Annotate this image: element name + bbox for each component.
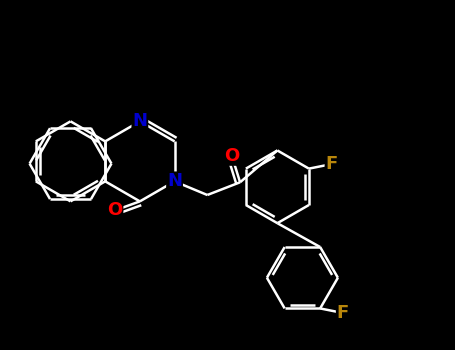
Text: F: F (337, 304, 349, 322)
Text: F: F (325, 155, 338, 173)
Text: O: O (224, 147, 239, 165)
Text: N: N (167, 172, 182, 190)
Text: O: O (107, 202, 122, 219)
Text: N: N (132, 112, 147, 130)
